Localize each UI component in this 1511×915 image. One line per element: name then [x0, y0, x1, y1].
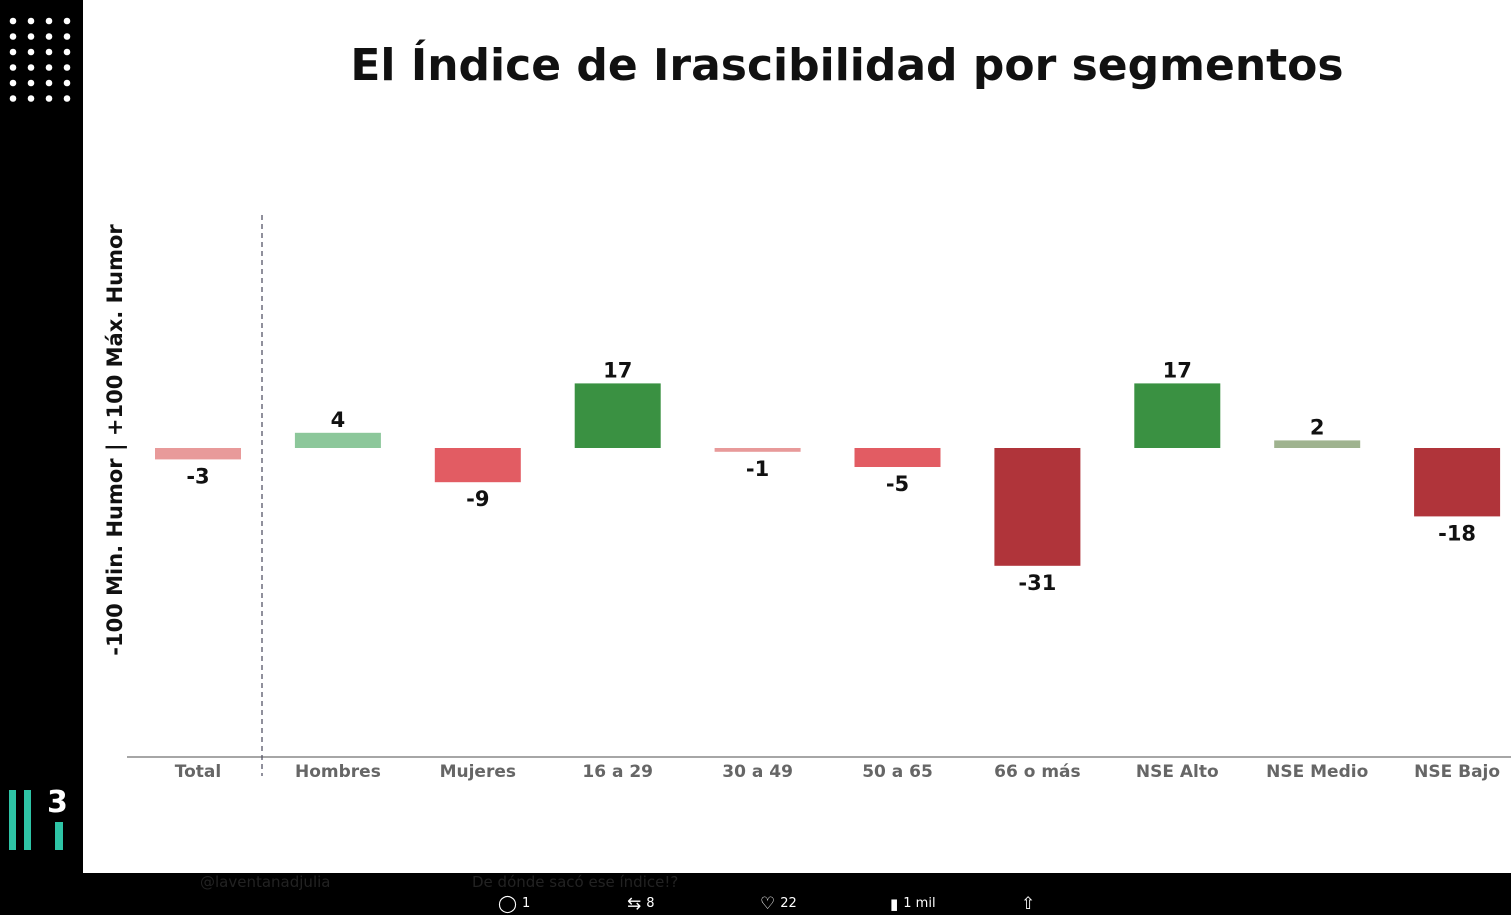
brand-sidebar: 3 [0, 0, 83, 873]
logo-dot [9, 17, 17, 25]
bar [854, 448, 941, 467]
reply-count: 1 [522, 896, 531, 911]
x-tick-label: 30 a 49 [722, 762, 793, 782]
bar [1134, 383, 1221, 448]
bar [574, 383, 661, 448]
logo-dot [45, 64, 53, 71]
logo-dot [9, 33, 17, 40]
x-tick-label: Hombres [295, 762, 381, 782]
logo-dot [63, 33, 71, 40]
views-button[interactable]: ▮ 1 mil [890, 894, 936, 914]
data-label: 17 [1163, 358, 1192, 382]
bar [1274, 440, 1361, 448]
view-count: 1 mil [903, 896, 936, 911]
logo-dot [9, 64, 17, 71]
logo-dot [45, 95, 53, 102]
data-label: 17 [603, 358, 632, 382]
x-tick-label: NSE Alto [1136, 762, 1219, 782]
logo-dot [27, 95, 35, 102]
dot-grid-logo: 3 [9, 17, 71, 850]
logo-dot [27, 17, 35, 25]
reply-handle: @laventanadjulia [200, 873, 331, 891]
bar [155, 448, 241, 460]
data-label: 2 [1310, 415, 1325, 439]
x-tick-label: Total [175, 762, 221, 782]
logo-dot [27, 48, 35, 56]
logo-number: 3 [47, 785, 68, 820]
x-tick-label: 16 a 29 [582, 762, 653, 782]
logo-dot [63, 64, 71, 71]
data-label: 4 [331, 408, 346, 432]
data-label: -3 [186, 464, 209, 488]
logo-dot [63, 48, 71, 56]
logo-bar [9, 790, 16, 850]
data-label: -9 [466, 487, 489, 511]
bar-chart-icon: ▮ [890, 895, 899, 913]
reply-text: De dónde sacó ese índice!? [472, 873, 679, 891]
bar [294, 432, 381, 448]
data-label: -1 [746, 457, 769, 481]
share-button[interactable]: ⇧ [1021, 894, 1035, 914]
logo-bar [55, 822, 63, 850]
logo-bar [24, 790, 31, 850]
bar-chart: -3 Total 4 Hombres -9 Mujeres 17 16 a 29 -1 30 a … [127, 215, 1511, 782]
data-label: -18 [1438, 521, 1476, 545]
x-tick-label: NSE Medio [1266, 762, 1368, 782]
logo-dot [27, 64, 35, 71]
x-tick-label: NSE Bajo [1414, 762, 1500, 782]
x-tick-label: 50 a 65 [862, 762, 933, 782]
bar [714, 448, 801, 452]
repost-count: 8 [646, 896, 655, 911]
logo-dot [27, 79, 35, 87]
repost-icon: ⇆ [627, 894, 642, 914]
x-tick-label: Mujeres [440, 762, 516, 782]
logo-dot [45, 79, 53, 87]
logo-dot [9, 79, 17, 87]
logo-dot [63, 17, 71, 25]
logo-dot [27, 33, 35, 40]
chart-title: El Índice de Irascibilidad por segmentos [350, 40, 1344, 91]
logo-dot [9, 95, 17, 102]
data-label: -31 [1018, 571, 1056, 595]
logo-dot [45, 48, 53, 56]
logo-dot [63, 95, 71, 102]
reply-button[interactable]: ◯ 1 [498, 894, 530, 914]
logo-dot [63, 79, 71, 87]
comment-icon: ◯ [498, 894, 518, 914]
heart-icon: ♡ [760, 894, 776, 914]
bar [434, 448, 521, 483]
bar [994, 448, 1081, 566]
logo-dot [9, 48, 17, 56]
repost-button[interactable]: ⇆ 8 [627, 894, 655, 914]
data-label: -5 [886, 472, 909, 496]
share-icon: ⇧ [1021, 894, 1036, 914]
post-action-bar: @laventanadjulia De dónde sacó ese índic… [0, 873, 1511, 915]
bar [1414, 448, 1501, 517]
logo-dot [45, 17, 53, 25]
x-tick-label: 66 o más [994, 762, 1080, 782]
logo-dot [45, 33, 53, 40]
like-count: 22 [780, 896, 797, 911]
like-button[interactable]: ♡ 22 [760, 894, 797, 914]
